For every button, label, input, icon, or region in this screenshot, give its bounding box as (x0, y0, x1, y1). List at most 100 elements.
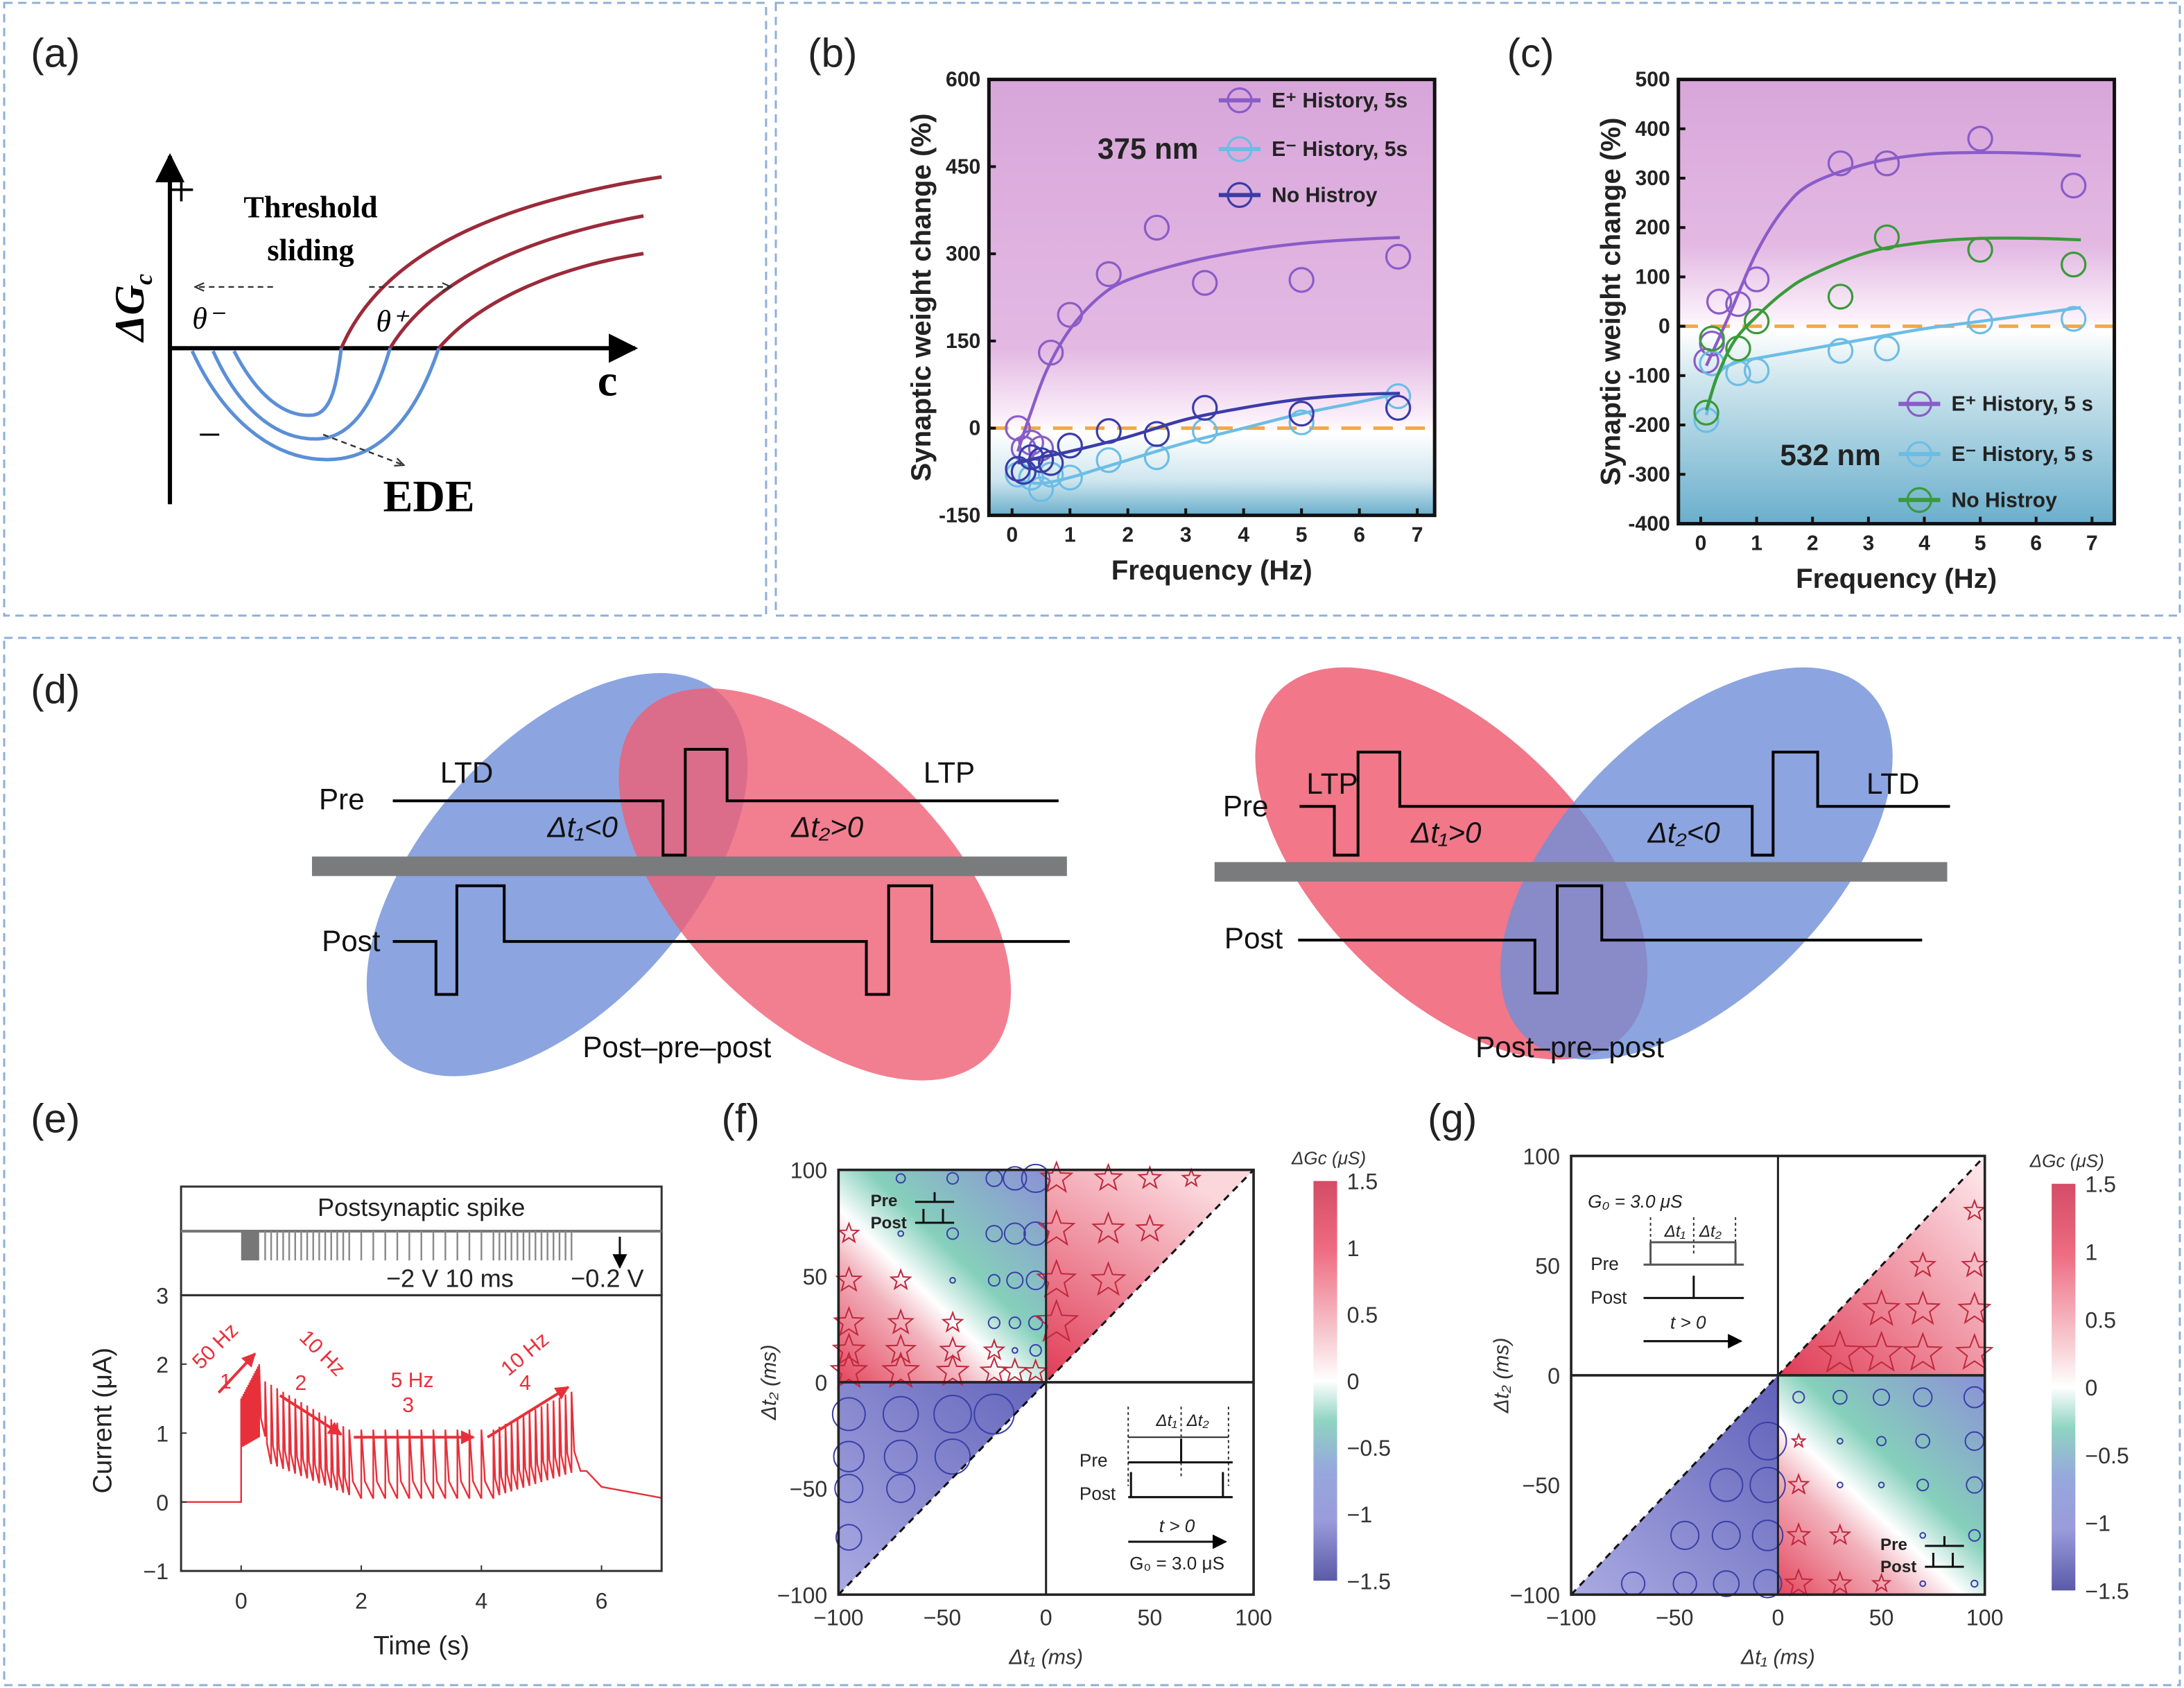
circle-marker (987, 1273, 1001, 1287)
data-point (1288, 267, 1315, 293)
plot-frame (1676, 78, 2117, 525)
ltd-label: LTD (440, 756, 494, 789)
y-tick-label: 200 (1635, 216, 1670, 239)
legend-label: E⁻ History, 5 s (1952, 443, 2094, 466)
chart-e: Postsynaptic spike −2 V 10 ms −0.2 V −1 0 1 2 3… (88, 1185, 663, 1661)
star-marker (1955, 1332, 1994, 1370)
x-axis-label: Frequency (Hz) (1796, 563, 1997, 594)
star-marker (941, 1310, 964, 1333)
data-point (1143, 421, 1170, 447)
inset-post-label: Post (1080, 1483, 1116, 1504)
inset-pre-label: Pre (1080, 1450, 1108, 1470)
diagonal-line (838, 1169, 1255, 1596)
segment-index: 2 (295, 1372, 307, 1395)
star-marker (1036, 1258, 1077, 1298)
corner-pre-label: Pre (1880, 1535, 1907, 1554)
circle-marker (946, 1172, 960, 1185)
post-label: Post (322, 925, 381, 957)
caption-label: Post–pre–post (1475, 1031, 1664, 1063)
circle-marker (1003, 1222, 1026, 1245)
y-axis-label: ΔGc (107, 274, 157, 342)
panel-d-g-frame (3, 636, 2181, 1687)
data-point (1095, 447, 1122, 473)
circle-marker (834, 1474, 864, 1504)
chart-g: −100 100 −50 50 0 0 50 −50 100 −100 Δt₁ (ms) Δt₂ (m… (1491, 1145, 2129, 1669)
data-point (1385, 394, 1412, 421)
star-marker (1904, 1290, 1941, 1325)
circle-marker (1008, 1316, 1021, 1330)
circle-marker (1832, 1389, 1848, 1405)
theta-minus-label: θ⁻ (192, 302, 226, 336)
data-point (1725, 335, 1751, 362)
pre-waveform (392, 747, 1059, 857)
wavelength-annotation: 532 nm (1780, 439, 1880, 471)
ede-pointer-arrow (322, 433, 404, 465)
pre-label: Pre (319, 783, 365, 815)
circle-marker (833, 1441, 865, 1472)
data-point (1018, 444, 1044, 471)
colorbar-tick-label: 0 (2085, 1375, 2097, 1400)
legend-marker (1906, 441, 1932, 467)
stimulus-title: Postsynaptic spike (318, 1193, 525, 1221)
synapse-bar (1214, 862, 1948, 882)
plot-frame (987, 78, 1437, 517)
circle-marker (883, 1439, 918, 1474)
segment-arrow (487, 1386, 570, 1439)
stimulus-burst (241, 1230, 259, 1261)
y-tick-label: 1 (156, 1421, 168, 1446)
circle-marker (1915, 1433, 1931, 1449)
plot-frame (1570, 1154, 1986, 1596)
circle-marker (985, 1224, 1003, 1243)
ltd-curve-1 (232, 348, 343, 417)
circle-marker (1011, 1347, 1019, 1354)
ede-label: EDE (383, 471, 474, 521)
chart-b: -150 0 150 300 450 600 0 1 2 3 4 5 6 7 Frequency (Hz) S… (905, 69, 1437, 586)
circle-marker (1748, 1421, 1787, 1461)
inset-guides (1127, 1407, 1229, 1486)
star-marker (1039, 1160, 1074, 1193)
data-point (1699, 325, 1725, 352)
delta-t2-label: Δt₂<0 (1647, 816, 1721, 849)
x-tick-label: 5 (1975, 532, 1986, 555)
inset-time-label: t > 0 (1159, 1515, 1195, 1536)
y-tick-label: −100 (1510, 1583, 1560, 1608)
y-tick-label: 300 (946, 243, 980, 266)
colorbar-tick-label: −1 (1347, 1502, 1373, 1527)
star-marker (837, 1221, 860, 1244)
y-tick-label: 3 (156, 1283, 168, 1308)
x-tick-label: −100 (813, 1606, 863, 1630)
inset-g0-label: G₀ = 3.0 μS (1588, 1191, 1683, 1212)
plot-frame (837, 1168, 1255, 1596)
x-tick-label: 100 (1235, 1606, 1272, 1630)
star-marker (887, 1308, 915, 1334)
star-marker (1023, 1358, 1049, 1383)
star-marker (1090, 1261, 1127, 1296)
delta-t1-label: Δt₁<0 (547, 810, 618, 843)
data-point (2061, 251, 2087, 278)
plot-background (989, 79, 1435, 516)
legend-label: No Histroy (1952, 489, 2058, 512)
circle-marker (1837, 1481, 1844, 1488)
legend-marker (1227, 136, 1253, 162)
frequency-annotation: 50 Hz (188, 1319, 243, 1374)
fit-line (1705, 150, 2081, 367)
data-point (1706, 288, 1733, 315)
star-marker (1091, 1211, 1126, 1244)
x-tick-label: 7 (2086, 532, 2098, 555)
circle-marker (1003, 1166, 1028, 1191)
x-tick-label: −100 (1546, 1606, 1596, 1630)
colorbar-tick-label: 1 (1347, 1236, 1360, 1261)
data-point (1967, 308, 1993, 335)
colorbar-label: ΔGc (μS) (1291, 1148, 1366, 1169)
colorbar (1313, 1181, 1337, 1581)
sliding-label: sliding (267, 234, 354, 268)
star-marker (1817, 1329, 1863, 1373)
pre-waveform (1299, 750, 1950, 857)
y-tick-label: -200 (1628, 414, 1670, 437)
y-tick-label: -100 (1628, 365, 1670, 388)
circle-marker (1792, 1391, 1805, 1404)
delta-t1-label: Δt₁>0 (1410, 816, 1482, 849)
panel-label-d: (d) (31, 668, 80, 713)
star-marker (1785, 1522, 1812, 1547)
star-marker (1093, 1163, 1123, 1192)
